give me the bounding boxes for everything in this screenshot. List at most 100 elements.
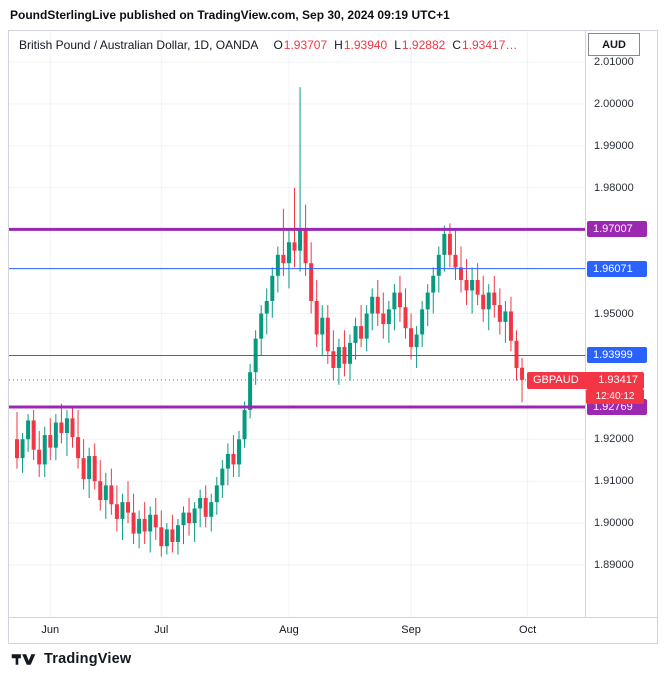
- candle-body: [325, 317, 330, 352]
- candle-body: [76, 437, 81, 459]
- candle-body: [98, 481, 103, 501]
- candle-body: [170, 529, 175, 542]
- tradingview-logo-icon[interactable]: [10, 651, 37, 668]
- price-axis[interactable]: 2.01000 2.00000 1.99000 1.98000 1.95000 1.920…: [585, 31, 657, 617]
- candle-body: [87, 456, 92, 480]
- candle-body: [203, 497, 208, 517]
- candle-body: [109, 485, 114, 505]
- candle-body: [103, 485, 108, 501]
- ohlc-high-value: 1.93940: [343, 38, 388, 52]
- candle-body: [231, 453, 236, 465]
- time-axis-label: Aug: [279, 624, 299, 636]
- candle-body: [64, 418, 69, 433]
- candle-body: [353, 326, 358, 343]
- candle-body: [20, 439, 25, 459]
- last-price-value: 1.93417: [598, 374, 638, 387]
- candle-body: [481, 294, 486, 310]
- candle-body: [431, 275, 436, 293]
- time-axis[interactable]: Jun Jul Aug Sep Oct: [9, 617, 657, 643]
- candles-series: [15, 87, 525, 557]
- candle-body: [420, 309, 425, 335]
- candle-body: [503, 311, 508, 322]
- candle-body: [37, 449, 42, 465]
- candle-body: [225, 453, 230, 469]
- candle-body: [81, 458, 86, 480]
- candle-body: [314, 300, 319, 335]
- candle-body: [53, 422, 58, 448]
- last-price-symbol: GBPAUD: [533, 374, 579, 387]
- candle-body: [126, 502, 130, 513]
- candle-body: [164, 529, 169, 547]
- candle-body: [359, 326, 364, 339]
- candle-body: [492, 292, 497, 306]
- price-tick-label: 1.95000: [594, 307, 634, 320]
- candle-body: [131, 512, 136, 534]
- candle-body: [92, 456, 97, 482]
- candle-body: [142, 518, 147, 532]
- candle-body: [475, 279, 480, 295]
- candle-body: [364, 313, 369, 339]
- candle-body: [442, 233, 447, 255]
- candle-body: [148, 514, 153, 532]
- candle-body: [508, 311, 513, 341]
- candlestick-chart[interactable]: [9, 31, 585, 617]
- candle-body: [187, 512, 192, 524]
- candle-body: [298, 229, 303, 251]
- candle-body: [214, 485, 219, 503]
- symbol-title[interactable]: British Pound / Australian Dollar, 1D, O…: [19, 38, 259, 52]
- candle-body: [31, 420, 36, 450]
- candle-body: [459, 267, 463, 280]
- tradingview-brand[interactable]: TradingView: [44, 651, 132, 667]
- gridlines: [9, 31, 585, 617]
- bar-countdown: 12:40:12: [586, 388, 644, 404]
- time-axis-label: Oct: [519, 624, 537, 636]
- publish-banner: PoundSterlingLive published on TradingVi…: [10, 8, 450, 22]
- candle-body: [375, 296, 380, 314]
- candle-body: [348, 342, 352, 364]
- ohlc-close-value: 1.93417…: [461, 38, 518, 52]
- candle-body: [309, 263, 314, 301]
- price-tick-label: 2.00000: [594, 97, 634, 110]
- price-tick-label: 1.89000: [594, 559, 634, 572]
- candle-body: [242, 409, 247, 440]
- candle-body: [48, 435, 53, 448]
- candle-body: [520, 367, 525, 380]
- candle-body: [181, 512, 186, 526]
- time-axis-label: Jul: [154, 624, 169, 636]
- candle-body: [209, 502, 214, 517]
- candle-body: [303, 229, 308, 264]
- candle-body: [381, 313, 386, 324]
- candle-body: [137, 518, 142, 534]
- candle-body: [220, 468, 225, 486]
- price-tick-label: 1.92000: [594, 433, 634, 446]
- ohlc-open-value: 1.93707: [283, 38, 328, 52]
- candle-body: [159, 527, 164, 547]
- candle-body: [70, 418, 75, 438]
- level-lines: [9, 227, 585, 409]
- price-tick-label: 1.98000: [594, 181, 634, 194]
- candle-body: [447, 233, 452, 255]
- candle-body: [120, 502, 125, 519]
- candle-body: [286, 242, 291, 264]
- price-tick-label: 1.90000: [594, 517, 634, 530]
- time-axis-label: Jun: [41, 624, 60, 636]
- level-price-label: 1.96071: [587, 260, 647, 277]
- candle-body: [248, 372, 253, 410]
- candle-body: [436, 254, 441, 276]
- candle-body: [198, 497, 203, 509]
- currency-label: AUD: [588, 33, 640, 56]
- ohlc-low-key: L: [394, 38, 401, 52]
- price-tick-label: 1.99000: [594, 139, 634, 152]
- candle-body: [114, 504, 119, 519]
- candle-body: [453, 254, 458, 268]
- candle-body: [392, 292, 397, 310]
- candle-body: [292, 242, 297, 251]
- candle-body: [497, 305, 502, 322]
- candle-body: [175, 525, 180, 542]
- candle-body: [403, 307, 408, 329]
- candle-body: [514, 340, 519, 369]
- candle-body: [486, 292, 491, 310]
- candle-body: [42, 435, 47, 465]
- level-price-label: 1.93999: [587, 347, 647, 364]
